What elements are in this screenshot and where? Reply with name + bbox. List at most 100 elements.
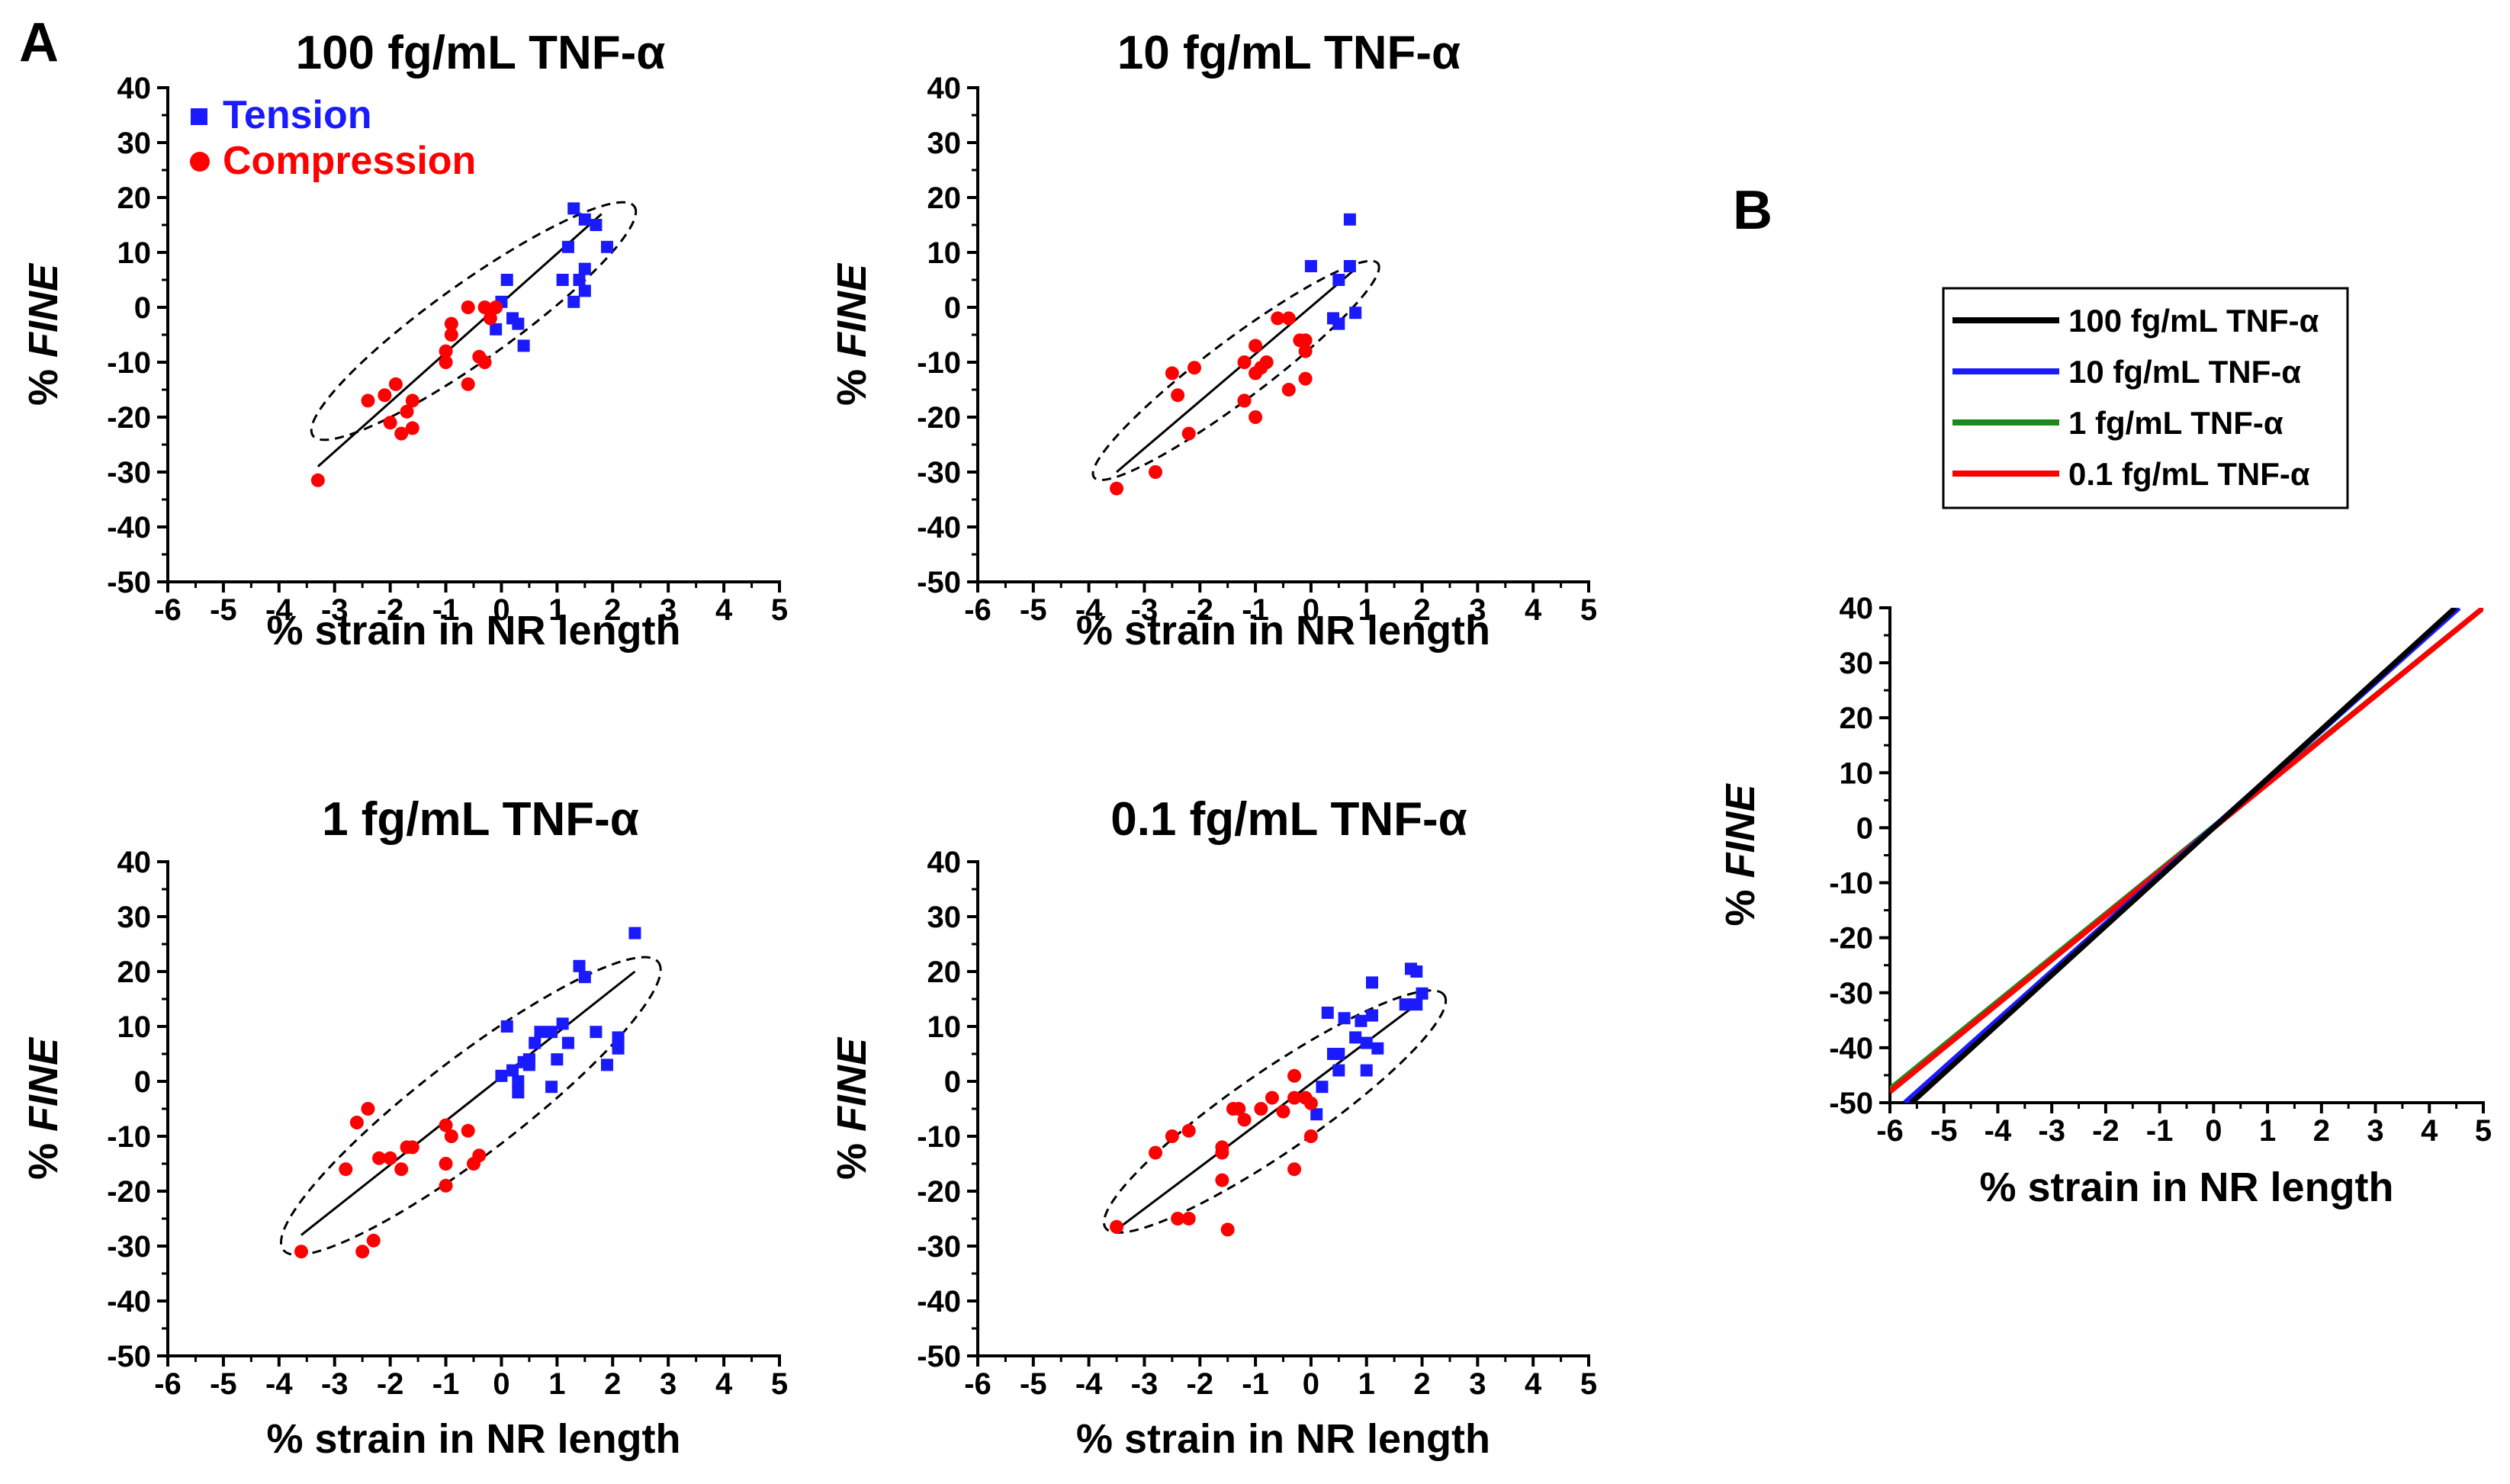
- chart-title: 100 fg/mL TNF-α: [296, 27, 666, 79]
- legend-entry-label: 1 fg/mL TNF-α: [2068, 405, 2283, 441]
- x-tick-label: -2: [377, 1367, 404, 1401]
- y-tick-label: -10: [917, 346, 961, 380]
- x-tick-label: -2: [1186, 1367, 1213, 1401]
- x-axis-label: % strain in NR length: [266, 1416, 680, 1462]
- compression-point: [1265, 1091, 1279, 1105]
- y-tick-label: 10: [117, 1010, 152, 1044]
- y-tick-label: 40: [927, 72, 962, 105]
- x-tick-label: 5: [1580, 593, 1597, 627]
- x-tick-label: -4: [1075, 593, 1103, 627]
- tension-point: [1343, 260, 1356, 272]
- x-tick-label: 4: [715, 593, 733, 627]
- y-tick-label: -40: [917, 511, 961, 544]
- tension-point: [545, 1026, 558, 1039]
- compression-point: [383, 1151, 397, 1165]
- x-tick-label: 1: [548, 1367, 565, 1401]
- tension-point: [1371, 1042, 1384, 1055]
- x-tick-label: 0: [2205, 1114, 2222, 1148]
- compression-point: [294, 1245, 308, 1259]
- y-tick-label: 30: [117, 127, 152, 160]
- chart-title: 10 fg/mL TNF-α: [1117, 27, 1461, 79]
- compression-point: [1171, 388, 1185, 403]
- y-tick-label: -40: [917, 1285, 961, 1319]
- compression-point: [1181, 426, 1196, 441]
- y-axis-label-prefix: %: [829, 1132, 875, 1180]
- confidence-ellipse: [1091, 259, 1380, 481]
- x-tick-label: -5: [1020, 1367, 1047, 1401]
- tension-point: [612, 1036, 625, 1049]
- compression-point: [361, 393, 375, 408]
- y-axis-label-italic: FINE: [1718, 783, 1763, 879]
- y-tick-label: -40: [107, 1285, 151, 1319]
- tension-point: [529, 1036, 542, 1049]
- compression-point: [1303, 1129, 1318, 1143]
- tension-point: [600, 1058, 613, 1071]
- tension-point: [600, 240, 613, 253]
- y-tick-label: -20: [107, 1175, 151, 1209]
- compression-point: [1281, 311, 1296, 326]
- x-tick-label: 0: [1303, 1367, 1319, 1401]
- compression-point: [383, 416, 397, 430]
- x-tick-label: -4: [1985, 1114, 2012, 1148]
- tension-point: [590, 219, 603, 231]
- y-tick-label: 0: [944, 1065, 961, 1099]
- chart-title: 1 fg/mL TNF-α: [322, 793, 639, 846]
- y-tick-label: -10: [107, 1120, 151, 1154]
- compression-point: [1110, 1219, 1124, 1234]
- x-tick-label: -1: [432, 1367, 460, 1401]
- y-tick-label: -10: [107, 346, 151, 380]
- x-tick-label: 4: [2421, 1114, 2438, 1148]
- x-tick-label: 2: [1413, 1367, 1430, 1401]
- tension-point: [512, 1086, 525, 1099]
- y-tick-label: -30: [917, 1230, 961, 1264]
- x-tick-label: -6: [1876, 1114, 1904, 1148]
- y-tick-label: -30: [1829, 977, 1873, 1010]
- x-tick-label: -1: [1242, 593, 1269, 627]
- y-tick-label: 10: [927, 1010, 962, 1044]
- x-axis-label: % strain in NR length: [1076, 608, 1490, 654]
- y-axis-label-italic: FINE: [21, 1036, 66, 1132]
- x-tick-label: 3: [1469, 593, 1486, 627]
- compression-point: [405, 393, 419, 408]
- tension-point: [551, 1053, 564, 1066]
- chart-100fg: 100 fg/mL TNF-α-6 -5 -4 -3 -2 -1 0 1 2 3 4 5-50-40-…: [21, 27, 788, 654]
- compression-point: [378, 388, 392, 403]
- x-tick-label: 0: [1303, 593, 1319, 627]
- legend-entry-label: 10 fg/mL TNF-α: [2068, 354, 2301, 390]
- y-axis-label-italic: FINE: [21, 262, 66, 358]
- y-axis-label-italic: FINE: [829, 262, 875, 358]
- compression-point: [1287, 1068, 1302, 1083]
- compression-point: [361, 1102, 375, 1116]
- x-tick-label: 1: [1358, 1367, 1375, 1401]
- compression-point: [349, 1116, 364, 1129]
- compression-point: [1220, 1222, 1235, 1237]
- y-tick-label: -20: [917, 401, 961, 435]
- x-tick-label: -3: [1131, 1367, 1159, 1401]
- x-tick-label: -5: [1930, 1114, 1958, 1148]
- compression-point: [339, 1162, 353, 1177]
- x-tick-label: 1: [2259, 1114, 2276, 1148]
- tension-point: [1366, 976, 1379, 989]
- tension-point: [1349, 1031, 1362, 1044]
- panel-a-label: A: [19, 12, 59, 73]
- tension-point: [567, 202, 580, 215]
- x-tick-label: -5: [1020, 593, 1047, 627]
- tension-point: [573, 274, 586, 286]
- y-axis-label-prefix: %: [21, 358, 66, 406]
- fit-line: [300, 970, 636, 1236]
- compression-point: [1187, 361, 1201, 375]
- compression-point: [477, 300, 492, 314]
- tension-point: [628, 927, 641, 940]
- x-tick-label: 4: [1525, 593, 1542, 627]
- compression-point: [461, 300, 475, 314]
- compression-point: [1293, 333, 1307, 348]
- tension-point: [1410, 965, 1423, 978]
- x-tick-label: 4: [1525, 1367, 1542, 1401]
- compression-point: [1165, 1129, 1179, 1143]
- compression-point: [461, 1123, 475, 1138]
- x-tick-label: -3: [321, 1367, 349, 1401]
- tension-point: [1410, 998, 1423, 1011]
- chart-1fg: 1 fg/mL TNF-α-6 -5 -4 -3 -2 -1 0 1 2 3 4 5-50-40-30…: [21, 793, 788, 1462]
- x-axis-label: % strain in NR length: [266, 608, 680, 654]
- compression-point: [405, 421, 419, 435]
